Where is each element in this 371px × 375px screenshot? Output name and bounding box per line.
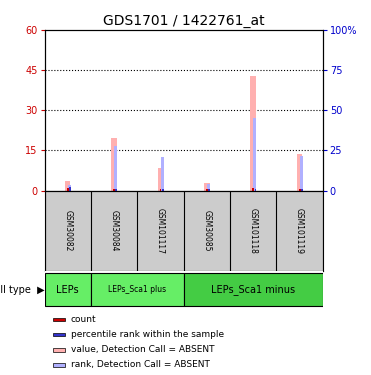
Text: count: count [70, 315, 96, 324]
Bar [53, 333, 65, 336]
Bar [53, 318, 65, 321]
Bar [301, 189, 303, 190]
Text: GSM101119: GSM101119 [295, 208, 304, 254]
Bar [297, 154, 302, 190]
Text: cell type  ▶: cell type ▶ [0, 285, 45, 294]
Bar [114, 146, 117, 190]
Text: GSM101117: GSM101117 [156, 208, 165, 254]
Bar [253, 118, 256, 190]
Bar [207, 184, 210, 190]
Bar [158, 168, 163, 190]
Text: LEPs: LEPs [56, 285, 79, 294]
Bar [299, 189, 301, 190]
Text: value, Detection Call = ABSENT: value, Detection Call = ABSENT [70, 345, 214, 354]
Title: GDS1701 / 1422761_at: GDS1701 / 1422761_at [103, 13, 265, 28]
Bar [162, 189, 164, 190]
Bar [65, 181, 70, 190]
Text: LEPs_Sca1 minus: LEPs_Sca1 minus [211, 284, 295, 295]
Bar [68, 185, 71, 190]
Bar [161, 157, 164, 190]
Bar [300, 156, 303, 190]
Bar [255, 189, 256, 190]
Bar [45, 273, 91, 306]
Text: GSM30082: GSM30082 [63, 210, 72, 251]
Bar [111, 138, 117, 190]
Bar [184, 273, 323, 306]
Bar [115, 189, 117, 190]
Text: GSM101118: GSM101118 [249, 208, 258, 254]
Text: GSM30084: GSM30084 [109, 210, 119, 252]
Bar [204, 183, 210, 190]
Bar [69, 188, 71, 190]
Bar [113, 189, 115, 190]
Bar [160, 189, 161, 190]
Bar [91, 273, 184, 306]
Text: LEPs_Sca1 plus: LEPs_Sca1 plus [108, 285, 166, 294]
Bar [250, 75, 256, 190]
Bar [53, 363, 65, 367]
Bar [208, 189, 210, 190]
Bar [206, 189, 208, 190]
Bar [53, 348, 65, 351]
Text: percentile rank within the sample: percentile rank within the sample [70, 330, 224, 339]
Bar [67, 189, 69, 190]
Text: rank, Detection Call = ABSENT: rank, Detection Call = ABSENT [70, 360, 210, 369]
Text: GSM30085: GSM30085 [202, 210, 211, 252]
Bar [252, 189, 254, 190]
